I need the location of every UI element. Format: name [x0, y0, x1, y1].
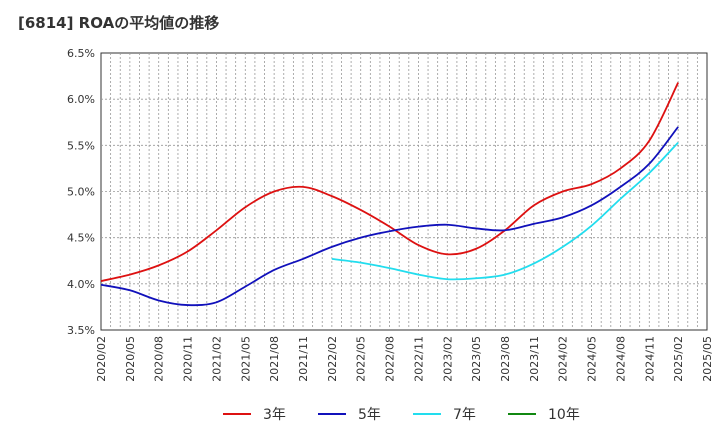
y-tick-label: 6.5%	[67, 47, 95, 60]
series-line-0	[100, 82, 679, 282]
x-tick-label: 2021/11	[297, 336, 310, 382]
x-tick-label: 2024/11	[643, 336, 656, 382]
y-tick-label: 3.5%	[67, 324, 95, 337]
x-tick-label: 2020/02	[95, 336, 108, 382]
x-tick-label: 2024/08	[614, 336, 627, 382]
x-tick-label: 2025/05	[701, 336, 714, 382]
x-tick-label: 2023/05	[470, 336, 483, 382]
y-axis-ticks: 3.5% 4.0% 4.5% 5.0% 5.5% 6.0% 6.5%	[67, 47, 95, 337]
legend-label-2: 7年	[453, 407, 476, 423]
x-tick-label: 2021/08	[268, 336, 281, 382]
y-tick-label: 5.5%	[67, 139, 95, 152]
legend-label-0: 3年	[263, 407, 286, 423]
x-tick-label: 2023/02	[441, 336, 454, 382]
x-tick-label: 2022/08	[384, 336, 397, 382]
legend: 3年 5年 7年 10年	[223, 407, 580, 423]
y-tick-label: 4.0%	[67, 278, 95, 291]
y-tick-label: 6.0%	[67, 93, 95, 106]
x-tick-label: 2023/11	[528, 336, 541, 382]
x-tick-label: 2021/05	[239, 336, 252, 382]
x-tick-label: 2025/02	[672, 336, 685, 382]
x-tick-label: 2023/08	[499, 336, 512, 382]
legend-label-3: 10年	[548, 407, 580, 423]
legend-label-1: 5年	[358, 407, 381, 423]
x-tick-label: 2022/05	[355, 336, 368, 382]
x-tick-label: 2024/02	[557, 336, 570, 382]
x-tick-label: 2022/02	[326, 336, 339, 382]
x-tick-label: 2020/11	[182, 336, 195, 382]
x-axis-ticks: 2020/02 2020/05 2020/08 2020/11 2021/02 2021/…	[95, 336, 714, 382]
y-tick-label: 4.5%	[67, 232, 95, 245]
y-tick-label: 5.0%	[67, 186, 95, 199]
series-lines	[100, 82, 679, 307]
x-tick-label: 2020/05	[124, 336, 137, 382]
plot-area	[100, 52, 708, 331]
series-line-1	[100, 126, 679, 307]
series-line-2	[331, 141, 679, 281]
grid-lines	[101, 53, 707, 330]
x-tick-label: 2022/11	[412, 336, 425, 382]
x-tick-label: 2024/05	[586, 336, 599, 382]
x-tick-label: 2020/08	[153, 336, 166, 382]
chart-title: [6814] ROAの平均値の推移	[18, 14, 220, 32]
x-tick-label: 2021/02	[210, 336, 223, 382]
